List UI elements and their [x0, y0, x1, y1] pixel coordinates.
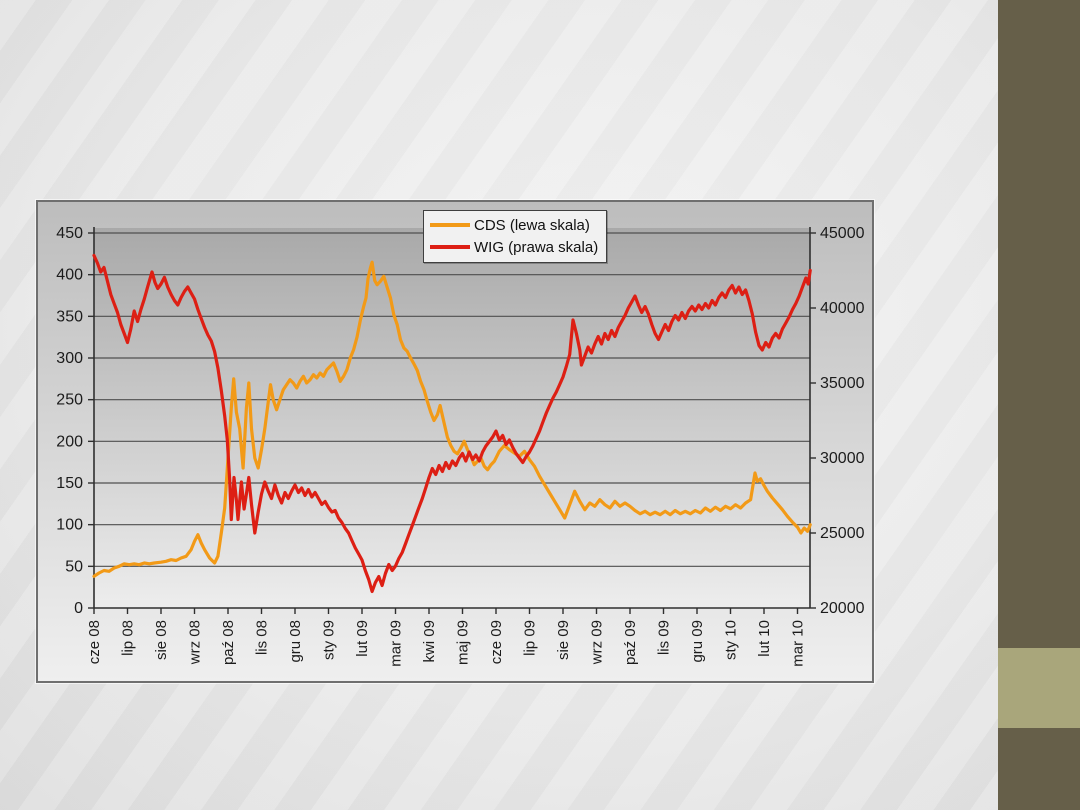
chart-legend: CDS (lewa skala) WIG (prawa skala) — [423, 210, 608, 263]
wig-legend-label: WIG (prawa skala) — [474, 238, 599, 256]
x-axis-tick-label: sie 09 — [555, 620, 572, 660]
x-axis-tick-label: lip 08 — [120, 620, 137, 656]
left-axis-tick-label: 400 — [56, 267, 83, 284]
left-axis-tick-label: 300 — [56, 350, 83, 367]
right-axis-tick-label: 35000 — [820, 375, 865, 392]
x-axis-tick-label: gru 09 — [689, 620, 706, 663]
x-axis-tick-label: lis 09 — [656, 620, 673, 655]
right-axis-tick-label: 25000 — [820, 525, 865, 542]
plot-background — [94, 228, 810, 608]
x-axis-tick-label: lut 10 — [756, 620, 773, 657]
right-axis-tick-label: 20000 — [820, 600, 865, 617]
left-axis-tick-label: 150 — [56, 475, 83, 492]
x-axis-tick-label: cze 08 — [86, 620, 103, 664]
x-axis-tick-label: lis 08 — [254, 620, 271, 655]
x-axis-tick-label: maj 09 — [455, 620, 472, 665]
left-axis-tick-label: 0 — [74, 600, 83, 617]
wig-line-swatch — [430, 245, 470, 249]
legend-row-cds: CDS (lewa skala) — [430, 214, 598, 236]
cds-wig-chart: 0 50 100 150 200 250 300 350 400 450 20000 25000 300… — [36, 200, 874, 683]
x-axis-tick-label: sty 09 — [321, 620, 338, 660]
legend-row-wig: WIG (prawa skala) — [430, 236, 598, 258]
x-axis-tick-label: lut 09 — [354, 620, 371, 657]
cds-series-line — [92, 260, 812, 578]
x-axis-tick-label: gru 08 — [287, 620, 304, 663]
x-axis-tick-label: paź 08 — [220, 620, 237, 665]
chart-plot-area: 0 50 100 150 200 250 300 350 400 450 20000 25000 300… — [56, 225, 865, 667]
cds-line-swatch — [430, 223, 470, 227]
left-axis-tick-label: 350 — [56, 308, 83, 325]
left-axis-tick-label: 50 — [65, 558, 83, 575]
x-axis-tick-label: wrz 09 — [589, 620, 606, 665]
left-axis-tick-label: 100 — [56, 517, 83, 534]
x-axis-tick-label: cze 09 — [488, 620, 505, 664]
right-accent-bar — [998, 0, 1080, 810]
x-axis-tick-label: paź 09 — [622, 620, 639, 665]
left-axis-tick-label: 450 — [56, 225, 83, 242]
left-axis-tick-label: 250 — [56, 392, 83, 409]
x-axis-tick-label: wrz 08 — [187, 620, 204, 665]
left-axis-tick-label: 200 — [56, 433, 83, 450]
right-axis-tick-label: 45000 — [820, 225, 865, 242]
accent-band — [998, 648, 1080, 728]
x-axis-tick-label: lip 09 — [522, 620, 539, 656]
right-axis-tick-label: 30000 — [820, 450, 865, 467]
x-axis-tick-label: mar 09 — [388, 620, 405, 667]
cds-legend-label: CDS (lewa skala) — [474, 216, 590, 234]
x-axis-tick-label: sie 08 — [153, 620, 170, 660]
wig-series-line — [92, 253, 812, 594]
x-axis-tick-label: sty 10 — [723, 620, 740, 660]
x-axis-tick-label: kwi 09 — [421, 620, 438, 663]
right-axis-tick-label: 40000 — [820, 300, 865, 317]
x-axis-tick-label: mar 10 — [790, 620, 807, 667]
